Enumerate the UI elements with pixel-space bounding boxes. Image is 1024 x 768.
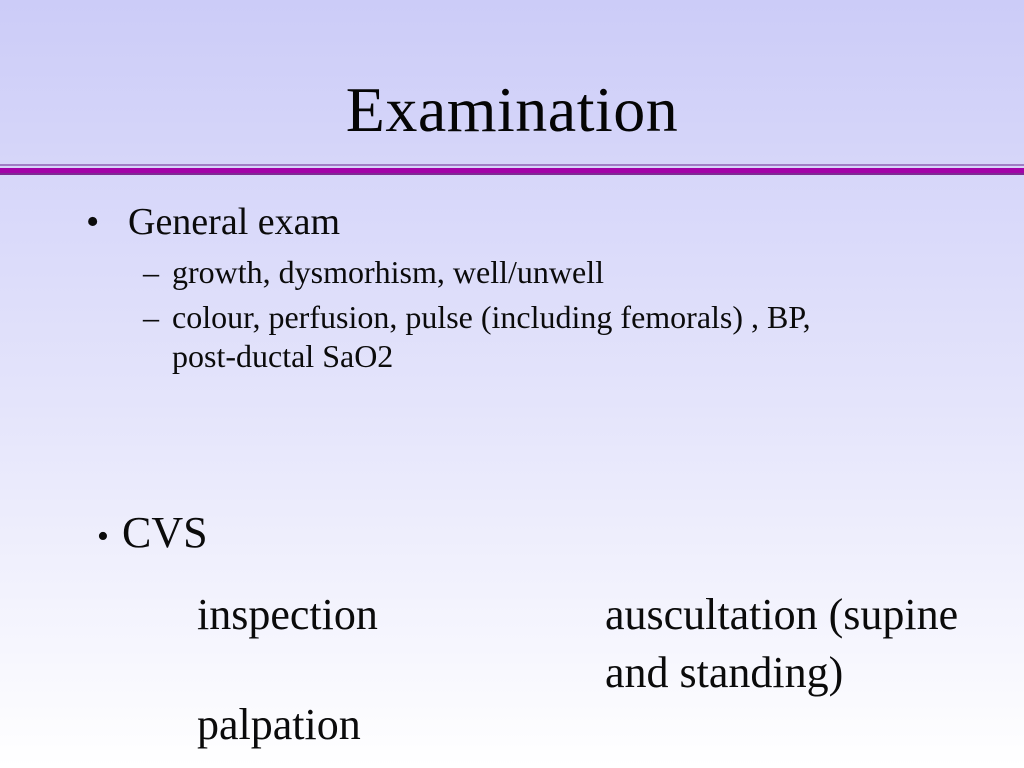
bullet-item-general-exam: • General exam	[86, 203, 340, 241]
title-separator-thick-line	[0, 168, 1024, 173]
bullet-dot-icon: •	[86, 201, 100, 243]
sub-bullet-continuation-line: post-ductal SaO2	[143, 340, 393, 372]
sub-bullet-colour-perfusion: – colour, perfusion, pulse (including fem…	[143, 301, 811, 333]
title-separator-dark-line	[0, 173, 1024, 175]
title-separator-thin-line	[0, 164, 1024, 166]
bullet-item-cvs: • CVS	[97, 511, 208, 555]
sub-bullet-text: post-ductal SaO2	[172, 338, 394, 374]
bullet-dot-icon: •	[97, 518, 109, 555]
sub-bullet-growth: – growth, dysmorhism, well/unwell	[143, 256, 604, 288]
dash-bullet-icon: –	[143, 299, 159, 335]
slide-title: Examination	[345, 74, 679, 145]
sub-bullet-text: growth, dysmorhism, well/unwell	[172, 254, 604, 290]
bullet-item-label: CVS	[122, 508, 208, 557]
cvs-item-inspection: inspection	[197, 590, 378, 639]
cvs-item-palpation: palpation	[197, 700, 361, 749]
dash-bullet-icon: –	[143, 254, 159, 290]
bullet-item-label: General exam	[128, 201, 341, 243]
cvs-item-auscultation: auscultation (supine and standing)	[605, 590, 959, 697]
sub-bullet-text: colour, perfusion, pulse (including femo…	[172, 299, 811, 335]
